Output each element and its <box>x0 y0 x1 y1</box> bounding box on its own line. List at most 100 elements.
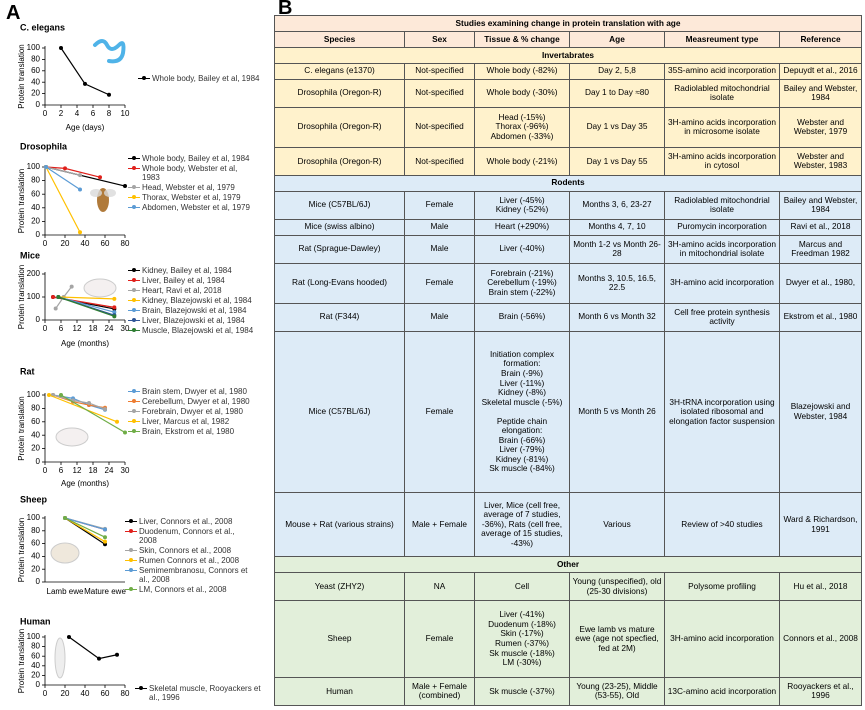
table-cell: Male <box>404 302 475 332</box>
table-cell: Not-specified <box>404 62 475 80</box>
table-cell: Rat (F344) <box>274 302 405 332</box>
legend-item: Duodenum, Connors et al., 2008 <box>125 527 253 545</box>
table-cell: Whole body (-30%) <box>474 78 570 108</box>
series-line <box>45 166 81 176</box>
legend: Skeletal muscle, Rooyackers et al., 1996 <box>135 684 263 703</box>
table-cell: Months 4, 7, 10 <box>569 218 665 236</box>
table-title: Studies examining change in protein tran… <box>273 15 863 32</box>
legend-label: Head, Webster et al, 1979 <box>142 183 235 192</box>
y-axis-label: Protein translation <box>17 265 26 329</box>
y-tick-label: 40 <box>31 552 40 561</box>
series-line <box>45 166 81 233</box>
legend-item: Head, Webster et al, 1979 <box>128 183 256 192</box>
table-cell: Young (unspecified), old (25-30 division… <box>569 572 665 602</box>
table-cell: Yeast (ZHY2) <box>274 572 405 602</box>
title-row: Studies examining change in protein tran… <box>273 15 863 32</box>
series-line <box>58 296 115 317</box>
worm-icon <box>93 39 126 64</box>
data-point <box>69 284 74 289</box>
column-header: Tissue & % change <box>474 30 570 48</box>
table-cell: Male <box>404 234 475 264</box>
legend-swatch <box>128 183 140 192</box>
x-tick-label: 30 <box>121 324 130 333</box>
series-line <box>64 517 106 531</box>
sheep-icon <box>50 542 80 564</box>
legend-item: Heart, Ravi et al, 2018 <box>128 286 256 295</box>
data-point <box>83 81 87 86</box>
table-cell: Review of >40 studies <box>664 491 780 558</box>
section-title: Other <box>273 556 863 574</box>
table-cell: Not-specified <box>404 78 475 108</box>
swatch-dot <box>132 166 136 170</box>
legend-item: Liver, Blazejowski et al, 1984 <box>128 316 256 325</box>
fly-wing <box>104 189 116 197</box>
x-tick-label: 40 <box>81 239 90 248</box>
table-row: Mice (C57BL/6J) Female Initiation complex … <box>274 330 863 493</box>
table-cell: Female <box>404 262 475 304</box>
y-tick-label: 0 <box>36 577 41 586</box>
x-tick-label: 80 <box>121 239 130 248</box>
table-cell: Months 3, 6, 23-27 <box>569 190 665 220</box>
legend-item: Brain, Blazejowski et al, 1984 <box>128 306 256 315</box>
table-cell: Rat (Long-Evans hooded) <box>274 262 405 304</box>
data-point <box>59 393 63 397</box>
legend-label: Liver, Marcus et al, 1982 <box>142 417 230 426</box>
table-cell: Male <box>404 218 475 236</box>
swatch-dot <box>129 558 133 562</box>
legend: Whole body, Bailey et al, 1984 <box>138 74 266 84</box>
table-cell: Not-specified <box>404 106 475 148</box>
human-icon <box>54 637 66 679</box>
data-point <box>103 527 107 532</box>
swatch-dot <box>132 318 136 322</box>
data-point <box>44 165 48 169</box>
table-cell: Cell free protein synthesis activity <box>664 302 780 332</box>
y-tick-label: 100 <box>27 513 41 522</box>
x-tick-label: 40 <box>81 689 90 698</box>
x-axis-label: Age (days) <box>66 123 105 132</box>
table-cell: Liver, Mice (cell free, average of 7 stu… <box>474 491 570 558</box>
table-cell: Female <box>404 330 475 493</box>
data-point <box>98 175 102 180</box>
table-cell: NA <box>404 572 475 602</box>
series-line <box>64 517 106 538</box>
legend-item: Skeletal muscle, Rooyackers et al., 1996 <box>135 684 263 702</box>
y-axis-label: Protein translation <box>17 169 26 233</box>
legend-label: Semimembranosu, Connors et al., 2008 <box>139 566 248 584</box>
table-row: Drosophila (Oregon-R) Not-specified Head (… <box>274 106 863 148</box>
section-title: Rodents <box>273 174 863 192</box>
x-tick-label: 6 <box>91 109 96 118</box>
fly-wing <box>90 189 102 197</box>
chart-title: Human <box>20 616 51 626</box>
table-cell: Ward & Richardson, 1991 <box>778 491 863 558</box>
data-point <box>97 656 101 661</box>
table-cell: Drosophila (Oregon-R) <box>274 146 405 176</box>
legend-item: Kidney, Blazejowski et al, 1984 <box>128 296 256 305</box>
table-cell: Dwyer et al., 1980, <box>778 262 863 304</box>
swatch-dot <box>132 288 136 292</box>
x-tick-label: 24 <box>105 324 114 333</box>
table-cell: Day 1 to Day ≈80 <box>569 78 665 108</box>
legend-label: Forebrain, Dwyer et al, 1980 <box>142 407 243 416</box>
table-cell: Drosophila (Oregon-R) <box>274 78 405 108</box>
table-cell: Female <box>404 190 475 220</box>
swatch-dot <box>132 195 136 199</box>
swatch-dot <box>132 399 136 403</box>
y-tick-label: 80 <box>31 404 40 413</box>
legend-item: Rumen Connors et al., 2008 <box>125 556 253 565</box>
column-header: Measreument type <box>664 30 780 48</box>
section-title: Invertabrates <box>273 46 863 64</box>
swatch-dot <box>132 409 136 413</box>
legend-swatch <box>128 193 140 202</box>
chart-title: Mice <box>20 250 40 260</box>
x-tick-label: 20 <box>61 239 70 248</box>
legend-swatch <box>128 276 140 285</box>
x-tick-label: 18 <box>89 324 98 333</box>
y-tick-label: 80 <box>31 526 40 535</box>
legend-swatch <box>125 585 137 594</box>
legend-swatch <box>128 296 140 305</box>
y-axis-label: Protein translation <box>17 629 26 693</box>
data-point <box>123 184 127 189</box>
table-cell: Months 3, 10.5, 16.5, 22.5 <box>569 262 665 304</box>
x-tick-label: 60 <box>101 689 110 698</box>
table-cell: Male + Female (combined) <box>404 676 475 707</box>
